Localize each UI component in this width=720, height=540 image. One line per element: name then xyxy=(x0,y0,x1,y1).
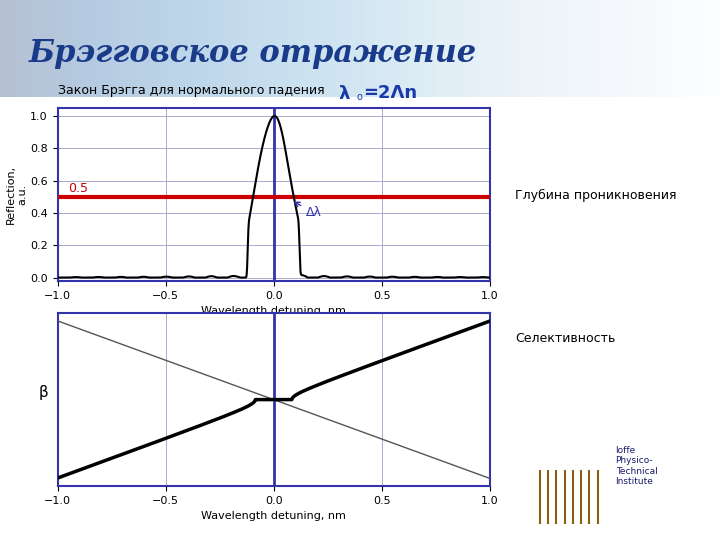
X-axis label: Wavelength detuning, nm: Wavelength detuning, nm xyxy=(201,306,346,316)
Y-axis label: Reflection,
a.u.: Reflection, a.u. xyxy=(6,165,27,224)
Text: =2Λn: =2Λn xyxy=(364,84,418,102)
Text: Глубина проникновения: Глубина проникновения xyxy=(515,189,676,202)
X-axis label: Wavelength detuning, nm: Wavelength detuning, nm xyxy=(201,511,346,521)
Text: Закон Брэгга для нормального падения: Закон Брэгга для нормального падения xyxy=(58,84,324,97)
Text: o: o xyxy=(356,91,362,102)
Y-axis label: β: β xyxy=(39,384,48,400)
Text: Брэгговское отражение: Брэгговское отражение xyxy=(29,38,477,69)
Text: Δλ: Δλ xyxy=(294,202,322,219)
Text: 0.5: 0.5 xyxy=(68,182,89,195)
Text: Ioffe
Physico-
Technical
Institute: Ioffe Physico- Technical Institute xyxy=(616,446,657,486)
Text: λ: λ xyxy=(338,85,350,103)
Text: Селективность: Селективность xyxy=(515,332,615,345)
